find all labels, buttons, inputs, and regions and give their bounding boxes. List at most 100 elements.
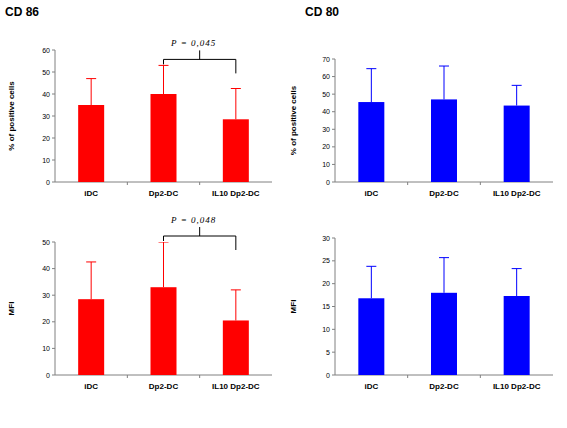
y-tick [52, 94, 55, 95]
y-tick-label: 40 [322, 108, 330, 115]
chart: CD 80% of positive cells010203040506070i… [289, 5, 553, 198]
y-tick-label: 60 [322, 73, 330, 80]
bracket-tick [199, 227, 200, 236]
plot-area [78, 65, 249, 182]
figure: CD 86 % of positive cells 0 10 20 30 40 50 60 iDC… [0, 0, 567, 428]
x-tick-label: IL10 Dp2-DC [212, 189, 260, 198]
x-tick [199, 182, 200, 185]
chart: MFI051015202530iDCDp2-DCIL10 Dp2-DC [289, 235, 553, 392]
x-tick-label: Dp2-DC [149, 189, 179, 198]
y-tick [332, 182, 335, 183]
x-tick-label: iDC [84, 382, 98, 391]
error-cap [86, 261, 96, 262]
error-cap [159, 65, 169, 66]
error-bar [366, 69, 376, 102]
y-axis-label: MFI [289, 300, 298, 314]
x-tick [127, 182, 128, 185]
error-stem [235, 290, 236, 321]
y-tick [52, 295, 55, 296]
chart: CD 86% of positive cells0102030405060iDC… [5, 5, 272, 198]
error-bar [159, 242, 169, 287]
y-tick-label: 60 [42, 47, 50, 54]
y-tick [332, 238, 335, 239]
error-bar [231, 290, 241, 321]
y-tick-label: 0 [326, 372, 330, 379]
y-tick-label: 0 [326, 179, 330, 186]
y-tick [52, 116, 55, 117]
y-tick-label: 10 [42, 345, 50, 352]
error-cap [512, 268, 522, 269]
x-tick [407, 375, 408, 378]
y-axis-line [335, 59, 336, 182]
error-cap [439, 257, 449, 258]
y-tick [332, 94, 335, 95]
x-tick-label: Dp2-DC [429, 189, 459, 198]
bar [78, 105, 104, 182]
y-tick-label: 30 [42, 113, 50, 120]
y-tick-label: 10 [322, 161, 330, 168]
y-tick-label: 50 [322, 91, 330, 98]
error-bar [86, 262, 96, 299]
x-tick-label: IL10 Dp2-DC [212, 382, 260, 391]
y-tick-label: 10 [42, 157, 50, 164]
y-tick [332, 283, 335, 284]
error-stem [516, 85, 517, 105]
y-tick [52, 375, 55, 376]
x-tick-label: iDC [84, 189, 98, 198]
bar [431, 99, 457, 182]
x-tick [199, 375, 200, 378]
y-tick [332, 164, 335, 165]
x-tick-label: Dp2-DC [149, 382, 179, 391]
plot-area [358, 258, 529, 375]
x-tick-label: iDC [364, 189, 378, 198]
significance-bracket: P = 0,048 [164, 215, 236, 250]
error-stem [91, 262, 92, 299]
x-tick-label: iDC [364, 382, 378, 391]
y-tick [52, 321, 55, 322]
y-axis-line [55, 242, 56, 375]
bar [358, 102, 384, 182]
y-tick-label: 20 [322, 280, 330, 287]
y-tick-label: 20 [42, 135, 50, 142]
error-stem [371, 266, 372, 298]
y-tick-label: 30 [322, 126, 330, 133]
y-tick-label: 50 [42, 69, 50, 76]
error-bar [366, 266, 376, 298]
bracket-leg [163, 59, 164, 64]
chart-title: CD 80 [305, 5, 339, 19]
bar [151, 287, 177, 375]
bar [504, 106, 530, 182]
bar [431, 293, 457, 375]
error-bar [231, 89, 241, 120]
x-tick [480, 375, 481, 378]
y-axis-label: % of positive cells [7, 81, 16, 151]
x-tick-label: IL10 Dp2-DC [493, 189, 541, 198]
bracket-leg [163, 236, 164, 241]
y-tick [332, 76, 335, 77]
y-tick-label: 40 [42, 91, 50, 98]
y-tick [52, 72, 55, 73]
error-bar [86, 79, 96, 105]
chart-title: CD 86 [5, 5, 39, 19]
bracket-leg [235, 236, 236, 250]
bar [504, 296, 530, 375]
error-stem [444, 258, 445, 293]
plot-area [358, 66, 529, 182]
x-tick-label: Dp2-DC [429, 382, 459, 391]
error-bar [439, 258, 449, 293]
x-tick [127, 375, 128, 378]
y-axis-label: % of positive cells [289, 85, 298, 155]
y-tick-label: 25 [322, 257, 330, 264]
plot-area [78, 242, 249, 375]
y-tick [52, 242, 55, 243]
error-stem [163, 65, 164, 94]
y-tick [332, 59, 335, 60]
y-tick [52, 50, 55, 51]
y-tick [52, 138, 55, 139]
error-stem [163, 242, 164, 287]
error-cap [512, 85, 522, 86]
bar [78, 299, 104, 375]
y-tick-label: 50 [42, 239, 50, 246]
y-tick [52, 160, 55, 161]
bar [151, 94, 177, 182]
